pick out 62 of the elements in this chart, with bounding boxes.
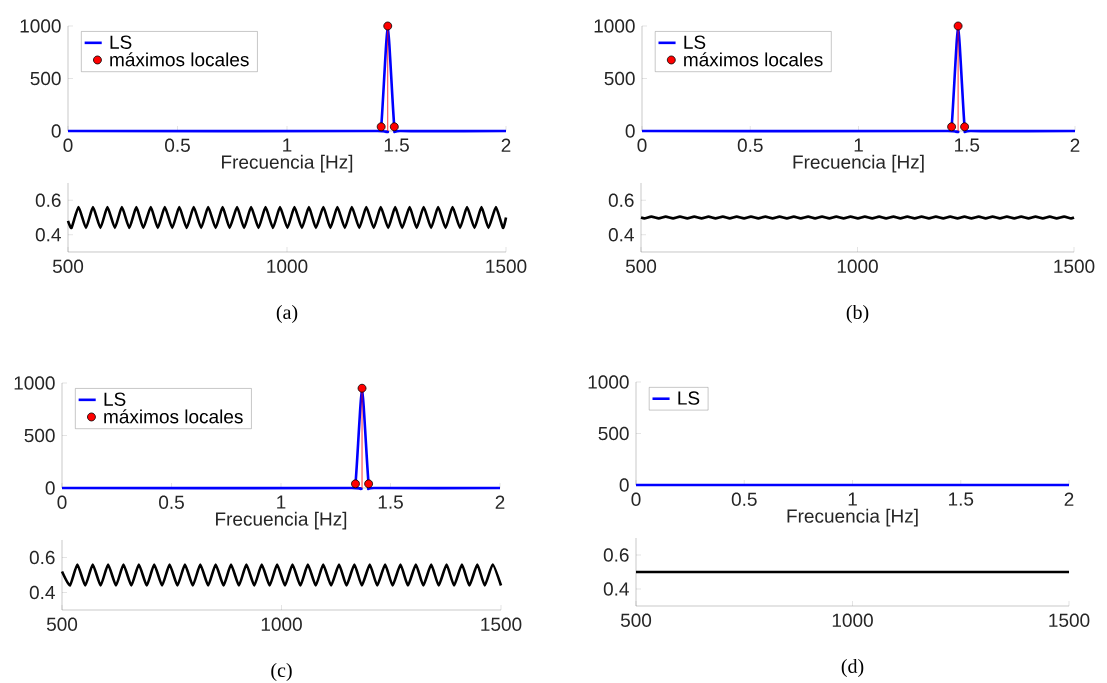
- y-tick-label: 0.6: [35, 193, 61, 207]
- y-tick-label: 500: [24, 428, 55, 443]
- x-tick-label: 0: [63, 138, 73, 152]
- y-tick-label: 0: [51, 124, 61, 138]
- y-tick-label: 0.6: [29, 550, 55, 565]
- y-tick-label: 500: [598, 426, 629, 441]
- text: (a): [276, 304, 298, 324]
- y-tick-label: 0.4: [608, 228, 634, 242]
- x-tick-label: 2: [1064, 492, 1074, 506]
- x-tick-label: 1000: [832, 613, 873, 627]
- y-tick-label: 0.6: [608, 193, 634, 207]
- x-tick-label: 1500: [1054, 259, 1095, 273]
- x-axis-title: Frecuencia [Hz]: [216, 511, 347, 530]
- x-axis-title: Frecuencia [Hz]: [793, 154, 924, 173]
- y-tick-label: 0: [619, 478, 629, 492]
- x-tick-label: 1500: [1049, 613, 1090, 627]
- x-tick-label: 2: [501, 138, 511, 152]
- x-tick-label: 0.5: [159, 495, 184, 509]
- x-tick-label: 1: [848, 492, 857, 506]
- x-tick-label: 1.5: [378, 495, 403, 509]
- y-tick-label: 0: [45, 481, 55, 495]
- y-tick-label: 0.4: [603, 582, 629, 596]
- legend-label: LS: [104, 392, 126, 406]
- x-tick-label: 0.5: [165, 138, 190, 152]
- legend-label: LS: [678, 391, 700, 405]
- legend-label: LS: [110, 35, 132, 49]
- x-tick-label: 1: [283, 138, 292, 152]
- x-tick-label: 1.5: [384, 138, 409, 152]
- y-tick-label: 1000: [588, 375, 629, 389]
- text: (d): [841, 658, 864, 678]
- y-tick-label: 0: [625, 124, 635, 138]
- x-tick-label: 0: [637, 138, 647, 152]
- x-tick-label: 0.5: [737, 138, 763, 152]
- y-tick-label: 0.4: [35, 228, 61, 242]
- legend-label: máximos locales: [110, 52, 249, 67]
- y-tick-label: 0.4: [29, 585, 55, 600]
- x-tick-label: 1000: [837, 259, 878, 273]
- y-tick-label: 1000: [20, 19, 61, 33]
- x-tick-label: 1000: [267, 259, 308, 273]
- text: (b): [846, 304, 869, 324]
- y-tick-label: 0.6: [603, 548, 629, 562]
- y-tick-label: 1000: [14, 376, 55, 390]
- y-tick-label: 500: [604, 71, 635, 86]
- y-tick-label: 500: [30, 71, 61, 86]
- x-tick-label: 2: [495, 495, 505, 509]
- x-tick-label: 1: [277, 495, 286, 509]
- legend-label: máximos locales: [684, 52, 823, 67]
- x-tick-label: 2: [1070, 138, 1080, 152]
- line-series: [66, 205, 508, 230]
- x-tick-label: 0.5: [731, 492, 757, 506]
- x-axis-title: Frecuencia [Hz]: [787, 508, 918, 527]
- x-tick-label: 1500: [486, 259, 527, 273]
- legend-label: máximos locales: [104, 409, 243, 424]
- y-tick-label: 1000: [594, 19, 635, 33]
- x-tick-label: 1.5: [955, 138, 980, 152]
- text: (c): [271, 662, 292, 682]
- x-tick-label: 1500: [481, 617, 522, 631]
- x-tick-label: 1: [854, 138, 863, 152]
- x-tick-label: 1000: [261, 617, 302, 631]
- x-axis-title: Frecuencia [Hz]: [222, 154, 353, 173]
- legend-label: LS: [684, 35, 706, 49]
- x-tick-label: 1.5: [949, 492, 974, 506]
